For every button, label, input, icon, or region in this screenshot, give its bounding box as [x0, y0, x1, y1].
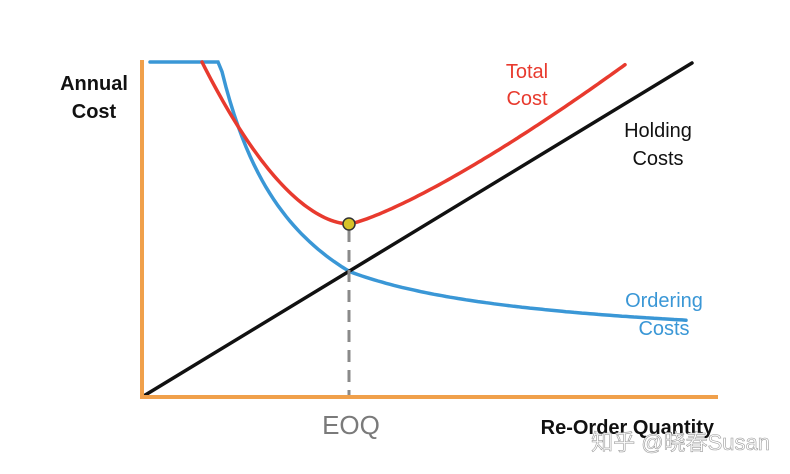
x-axis-label: Re-Order Quantity: [541, 417, 715, 439]
holding-costs-line: [140, 61, 694, 399]
total-cost-label-line-2: Cost: [506, 88, 548, 110]
eoq-optimum-point: [342, 217, 356, 231]
total-cost-curve: [200, 60, 627, 226]
holding-costs-label-line-2: Costs: [632, 148, 683, 170]
ordering-costs-label-line-2: Costs: [638, 318, 689, 340]
eoq-tick-label: EOQ: [322, 410, 380, 440]
ordering-costs-curve: [148, 60, 688, 322]
watermark: 知乎 @晓春Susan: [591, 430, 770, 455]
y-axis-label-line-2: Cost: [72, 101, 117, 123]
holding-costs-label-line-1: Holding: [624, 120, 692, 142]
y-axis-label-line-1: Annual: [60, 73, 128, 95]
total-cost-label-line-1: Total: [506, 61, 548, 83]
ordering-costs-label-line-1: Ordering: [625, 290, 703, 312]
